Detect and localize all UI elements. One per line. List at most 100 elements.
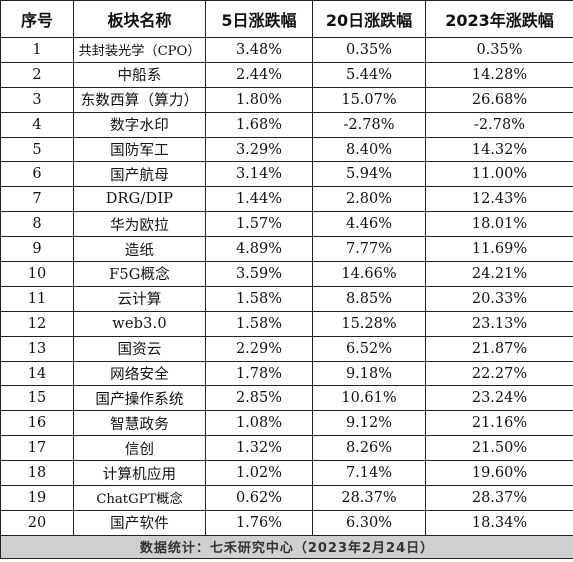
change-5day: 0.62% [205, 485, 313, 511]
table-row: 2 中船系 2.44% 5.44% 14.28% [0, 61, 573, 88]
row-index: 4 [0, 111, 74, 138]
table-row: 14 网络安全 1.78% 9.18% 22.27% [0, 360, 573, 387]
table-row: 1 共封装光学（CPO） 3.48% 0.35% 0.35% [0, 37, 573, 63]
row-index: 7 [0, 186, 74, 213]
sector-name: 计算机应用 [73, 460, 206, 487]
change-2023: 26.68% [425, 86, 573, 113]
row-index: 15 [0, 385, 74, 412]
change-20day: 8.85% [312, 285, 426, 312]
sector-name: 数字水印 [73, 111, 206, 138]
change-2023: 14.28% [425, 61, 573, 88]
sector-name: 网络安全 [73, 360, 206, 387]
change-20day: 5.44% [312, 61, 426, 88]
sector-name: 智慧政务 [73, 410, 206, 437]
change-5day: 1.57% [205, 211, 313, 238]
change-2023: 21.87% [425, 335, 573, 362]
change-2023: 22.27% [425, 360, 573, 387]
change-2023: 19.60% [425, 460, 573, 487]
change-2023: -2.78% [425, 111, 573, 138]
change-5day: 3.14% [205, 161, 313, 188]
change-2023: 21.50% [425, 435, 573, 462]
change-5day: 1.58% [205, 285, 313, 312]
change-2023: 14.32% [425, 136, 573, 163]
sector-name: 国资云 [73, 335, 206, 362]
change-20day: 7.14% [312, 460, 426, 487]
table-row: 7 DRG/DIP 1.44% 2.80% 12.43% [0, 186, 573, 213]
row-index: 17 [0, 435, 74, 462]
table-row: 8 华为欧拉 1.57% 4.46% 18.01% [0, 211, 573, 238]
change-5day: 1.32% [205, 435, 313, 462]
table-row: 10 F5G概念 3.59% 14.66% 24.21% [0, 261, 573, 287]
change-20day: 6.30% [312, 509, 426, 536]
row-index: 9 [0, 236, 74, 263]
row-index: 5 [0, 136, 74, 163]
change-5day: 3.29% [205, 136, 313, 163]
change-2023: 23.24% [425, 385, 573, 412]
table-row: 16 智慧政务 1.08% 9.12% 21.16% [0, 410, 573, 437]
change-2023: 11.00% [425, 161, 573, 188]
change-20day: 9.12% [312, 410, 426, 437]
change-5day: 1.02% [205, 460, 313, 487]
change-5day: 2.29% [205, 335, 313, 362]
change-5day: 2.85% [205, 385, 313, 412]
change-5day: 1.80% [205, 86, 313, 113]
change-2023: 18.34% [425, 509, 573, 536]
header-2023-change: 2023年涨跌幅 [425, 0, 573, 38]
row-index: 3 [0, 86, 74, 113]
header-index: 序号 [0, 0, 74, 38]
change-20day: 10.61% [312, 385, 426, 412]
change-2023: 23.13% [425, 310, 573, 337]
header-20day-change: 20日涨跌幅 [312, 0, 426, 38]
sector-name: 东数西算（算力） [73, 86, 206, 113]
change-5day: 3.59% [205, 261, 313, 287]
header-sector-name: 板块名称 [73, 0, 206, 38]
table-row: 12 web3.0 1.58% 15.28% 23.13% [0, 310, 573, 337]
change-20day: 6.52% [312, 335, 426, 362]
sector-name: web3.0 [73, 310, 206, 337]
sector-name: 造纸 [73, 236, 206, 263]
table-row: 18 计算机应用 1.02% 7.14% 19.60% [0, 460, 573, 487]
change-20day: 15.07% [312, 86, 426, 113]
change-20day: 8.26% [312, 435, 426, 462]
sector-name: F5G概念 [73, 261, 206, 287]
change-5day: 1.76% [205, 509, 313, 536]
change-20day: 0.35% [312, 37, 426, 63]
change-5day: 1.08% [205, 410, 313, 437]
change-20day: 2.80% [312, 186, 426, 213]
change-2023: 28.37% [425, 485, 573, 511]
row-index: 13 [0, 335, 74, 362]
row-index: 18 [0, 460, 74, 487]
row-index: 20 [0, 509, 74, 536]
sector-name: ChatGPT概念 [73, 485, 206, 511]
sector-name: 国防军工 [73, 136, 206, 163]
row-index: 16 [0, 410, 74, 437]
change-20day: 28.37% [312, 485, 426, 511]
row-index: 1 [0, 37, 74, 63]
data-source-note: 数据统计：七禾研究中心（2023年2月24日） [0, 534, 573, 559]
change-20day: 5.94% [312, 161, 426, 188]
change-2023: 0.35% [425, 37, 573, 63]
change-2023: 18.01% [425, 211, 573, 238]
sector-name: 中船系 [73, 61, 206, 88]
sector-name: 国产航母 [73, 161, 206, 188]
row-index: 14 [0, 360, 74, 387]
sector-name: 国产操作系统 [73, 385, 206, 412]
sector-name: 国产软件 [73, 509, 206, 536]
row-index: 8 [0, 211, 74, 238]
table-row: 11 云计算 1.58% 8.85% 20.33% [0, 285, 573, 312]
table-row: 6 国产航母 3.14% 5.94% 11.00% [0, 161, 573, 188]
change-20day: 7.77% [312, 236, 426, 263]
sector-name: 共封装光学（CPO） [73, 37, 206, 63]
change-20day: 9.18% [312, 360, 426, 387]
change-2023: 20.33% [425, 285, 573, 312]
change-20day: 14.66% [312, 261, 426, 287]
change-2023: 24.21% [425, 261, 573, 287]
row-index: 6 [0, 161, 74, 188]
change-5day: 1.58% [205, 310, 313, 337]
header-row: 序号 板块名称 5日涨跌幅 20日涨跌幅 2023年涨跌幅 [0, 0, 573, 38]
row-index: 11 [0, 285, 74, 312]
header-5day-change: 5日涨跌幅 [205, 0, 313, 38]
row-index: 2 [0, 61, 74, 88]
change-5day: 4.89% [205, 236, 313, 263]
